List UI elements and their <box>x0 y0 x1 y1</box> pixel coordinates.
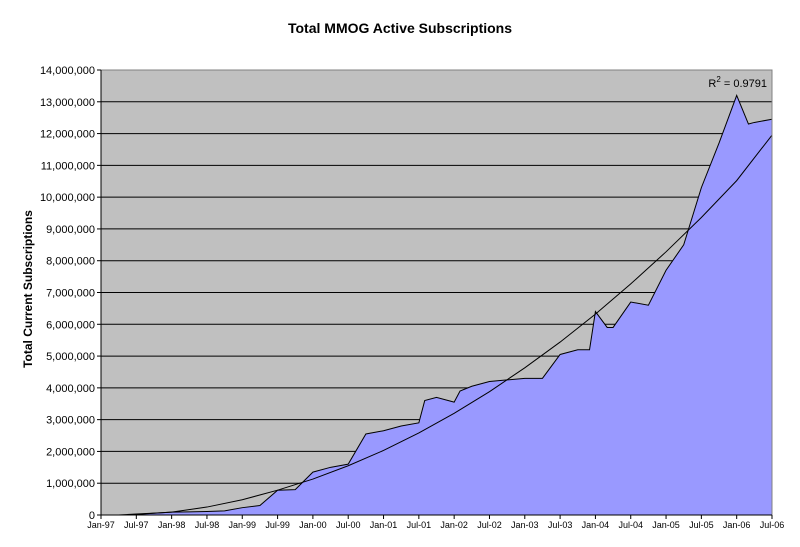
y-axis-label: Total Current Subscriptions <box>21 210 35 368</box>
x-tick-label-17: Jul-05 <box>689 520 714 530</box>
x-tick-label-19: Jul-06 <box>760 520 785 530</box>
x-tick-label-9: Jul-01 <box>407 520 432 530</box>
r-squared-annotation: R2 = 0.9791 <box>708 75 767 90</box>
x-tick-label-1: Jul-97 <box>124 520 149 530</box>
y-tick-label-4: 4,000,000 <box>46 383 95 395</box>
x-tick-label-13: Jul-03 <box>548 520 573 530</box>
x-tick-label-15: Jul-04 <box>618 520 643 530</box>
y-tick-label-10: 10,000,000 <box>40 192 95 204</box>
y-tick-label-7: 7,000,000 <box>46 288 95 300</box>
x-tick-label-12: Jan-03 <box>511 520 539 530</box>
x-tick-label-14: Jan-04 <box>582 520 610 530</box>
y-tick-label-3: 3,000,000 <box>46 415 95 427</box>
chart-title: Total MMOG Active Subscriptions <box>288 20 512 36</box>
y-tick-label-1: 1,000,000 <box>46 478 95 490</box>
x-tick-label-16: Jan-05 <box>652 520 680 530</box>
y-tick-label-2: 2,000,000 <box>46 446 95 458</box>
y-tick-label-8: 8,000,000 <box>46 256 95 268</box>
y-tick-label-13: 13,000,000 <box>40 97 95 109</box>
x-tick-label-7: Jul-00 <box>336 520 361 530</box>
y-tick-label-11: 11,000,000 <box>41 160 95 172</box>
x-tick-label-4: Jan-99 <box>228 520 256 530</box>
y-tick-label-14: 14,000,000 <box>40 65 95 77</box>
trendline <box>136 134 773 515</box>
x-tick-label-5: Jul-99 <box>265 520 290 530</box>
area-series-outline <box>101 94 773 516</box>
y-tick-label-0: 0 <box>89 510 95 522</box>
y-tick-label-9: 9,000,000 <box>46 224 95 236</box>
x-tick-label-3: Jul-98 <box>195 520 220 530</box>
y-tick-label-12: 12,000,000 <box>40 129 95 141</box>
plot-area: 0 1,000,000 2,000,000 3,000,000 4,000,000 5,0… <box>40 65 784 530</box>
x-tick-label-6: Jan-00 <box>299 520 327 530</box>
x-tick-label-0: Jan-97 <box>87 520 115 530</box>
x-tick-label-18: Jan-06 <box>723 520 751 530</box>
y-tick-label-6: 6,000,000 <box>46 319 95 331</box>
x-tick-label-2: Jan-98 <box>158 520 186 530</box>
y-tick-label-5: 5,000,000 <box>46 351 95 363</box>
area-series <box>101 95 772 515</box>
x-tick-label-8: Jan-01 <box>370 520 398 530</box>
x-tick-label-11: Jul-02 <box>477 520 502 530</box>
x-tick-label-10: Jan-02 <box>440 520 468 530</box>
